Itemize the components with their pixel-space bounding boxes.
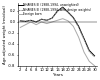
Foreign born [30, 21, 32, 22]
NHANES III (1988-1994, unweighted) [46, 20, 47, 21]
Y-axis label: Age-adjusted weight (residual): Age-adjusted weight (residual) [3, 5, 7, 64]
NHANES III (1988-1994, with design weights) [52, 18, 53, 19]
Foreign born [73, 26, 74, 27]
Foreign born [89, 61, 90, 62]
NHANES III (1988-1994, unweighted) [67, 12, 69, 13]
Foreign born [94, 65, 95, 66]
NHANES III (1988-1994, unweighted) [20, 20, 21, 21]
NHANES III (1988-1994, unweighted) [25, 21, 26, 22]
NHANES III (1988-1994, unweighted) [30, 20, 32, 21]
Foreign born [78, 37, 79, 38]
NHANES III (1988-1994, with design weights) [73, 18, 74, 19]
NHANES III (1988-1994, with design weights) [36, 21, 37, 22]
NHANES III (1988-1994, with design weights) [25, 21, 26, 22]
NHANES III (1988-1994, unweighted) [94, 55, 95, 56]
NHANES III (1988-1994, unweighted) [41, 19, 42, 20]
NHANES III (1988-1994, unweighted) [57, 10, 58, 11]
NHANES III (1988-1994, unweighted) [36, 21, 37, 22]
NHANES III (1988-1994, unweighted) [78, 26, 79, 27]
Foreign born [83, 52, 85, 53]
NHANES III (1988-1994, with design weights) [41, 19, 42, 20]
NHANES III (1988-1994, unweighted) [73, 17, 74, 18]
Foreign born [36, 24, 37, 25]
NHANES III (1988-1994, with design weights) [67, 12, 69, 13]
Foreign born [57, 20, 58, 21]
NHANES III (1988-1994, unweighted) [83, 38, 85, 39]
NHANES III (1988-1994, with design weights) [89, 51, 90, 52]
Foreign born [20, 27, 21, 28]
Foreign born [62, 18, 63, 19]
Foreign born [52, 21, 53, 22]
NHANES III (1988-1994, with design weights) [57, 11, 58, 12]
Line: NHANES III (1988-1994, unweighted): NHANES III (1988-1994, unweighted) [20, 7, 95, 56]
NHANES III (1988-1994, with design weights) [30, 20, 32, 21]
NHANES III (1988-1994, with design weights) [94, 56, 95, 57]
Foreign born [46, 23, 47, 24]
Line: NHANES III (1988-1994, with design weights): NHANES III (1988-1994, with design weigh… [20, 8, 95, 57]
NHANES III (1988-1994, with design weights) [20, 20, 21, 21]
NHANES III (1988-1994, unweighted) [62, 7, 63, 8]
NHANES III (1988-1994, unweighted) [52, 18, 53, 19]
NHANES III (1988-1994, with design weights) [83, 39, 85, 40]
NHANES III (1988-1994, unweighted) [89, 50, 90, 51]
Foreign born [41, 21, 42, 22]
X-axis label: Years: Years [52, 73, 63, 77]
Line: Foreign born: Foreign born [20, 19, 95, 66]
NHANES III (1988-1994, with design weights) [46, 20, 47, 21]
Foreign born [67, 20, 69, 21]
NHANES III (1988-1994, with design weights) [78, 27, 79, 28]
Foreign born [25, 24, 26, 25]
Legend: NHANES III (1988-1994, unweighted), NHANES III (1988-1994, with design weights),: NHANES III (1988-1994, unweighted), NHAN… [18, 3, 92, 16]
NHANES III (1988-1994, with design weights) [62, 7, 63, 8]
